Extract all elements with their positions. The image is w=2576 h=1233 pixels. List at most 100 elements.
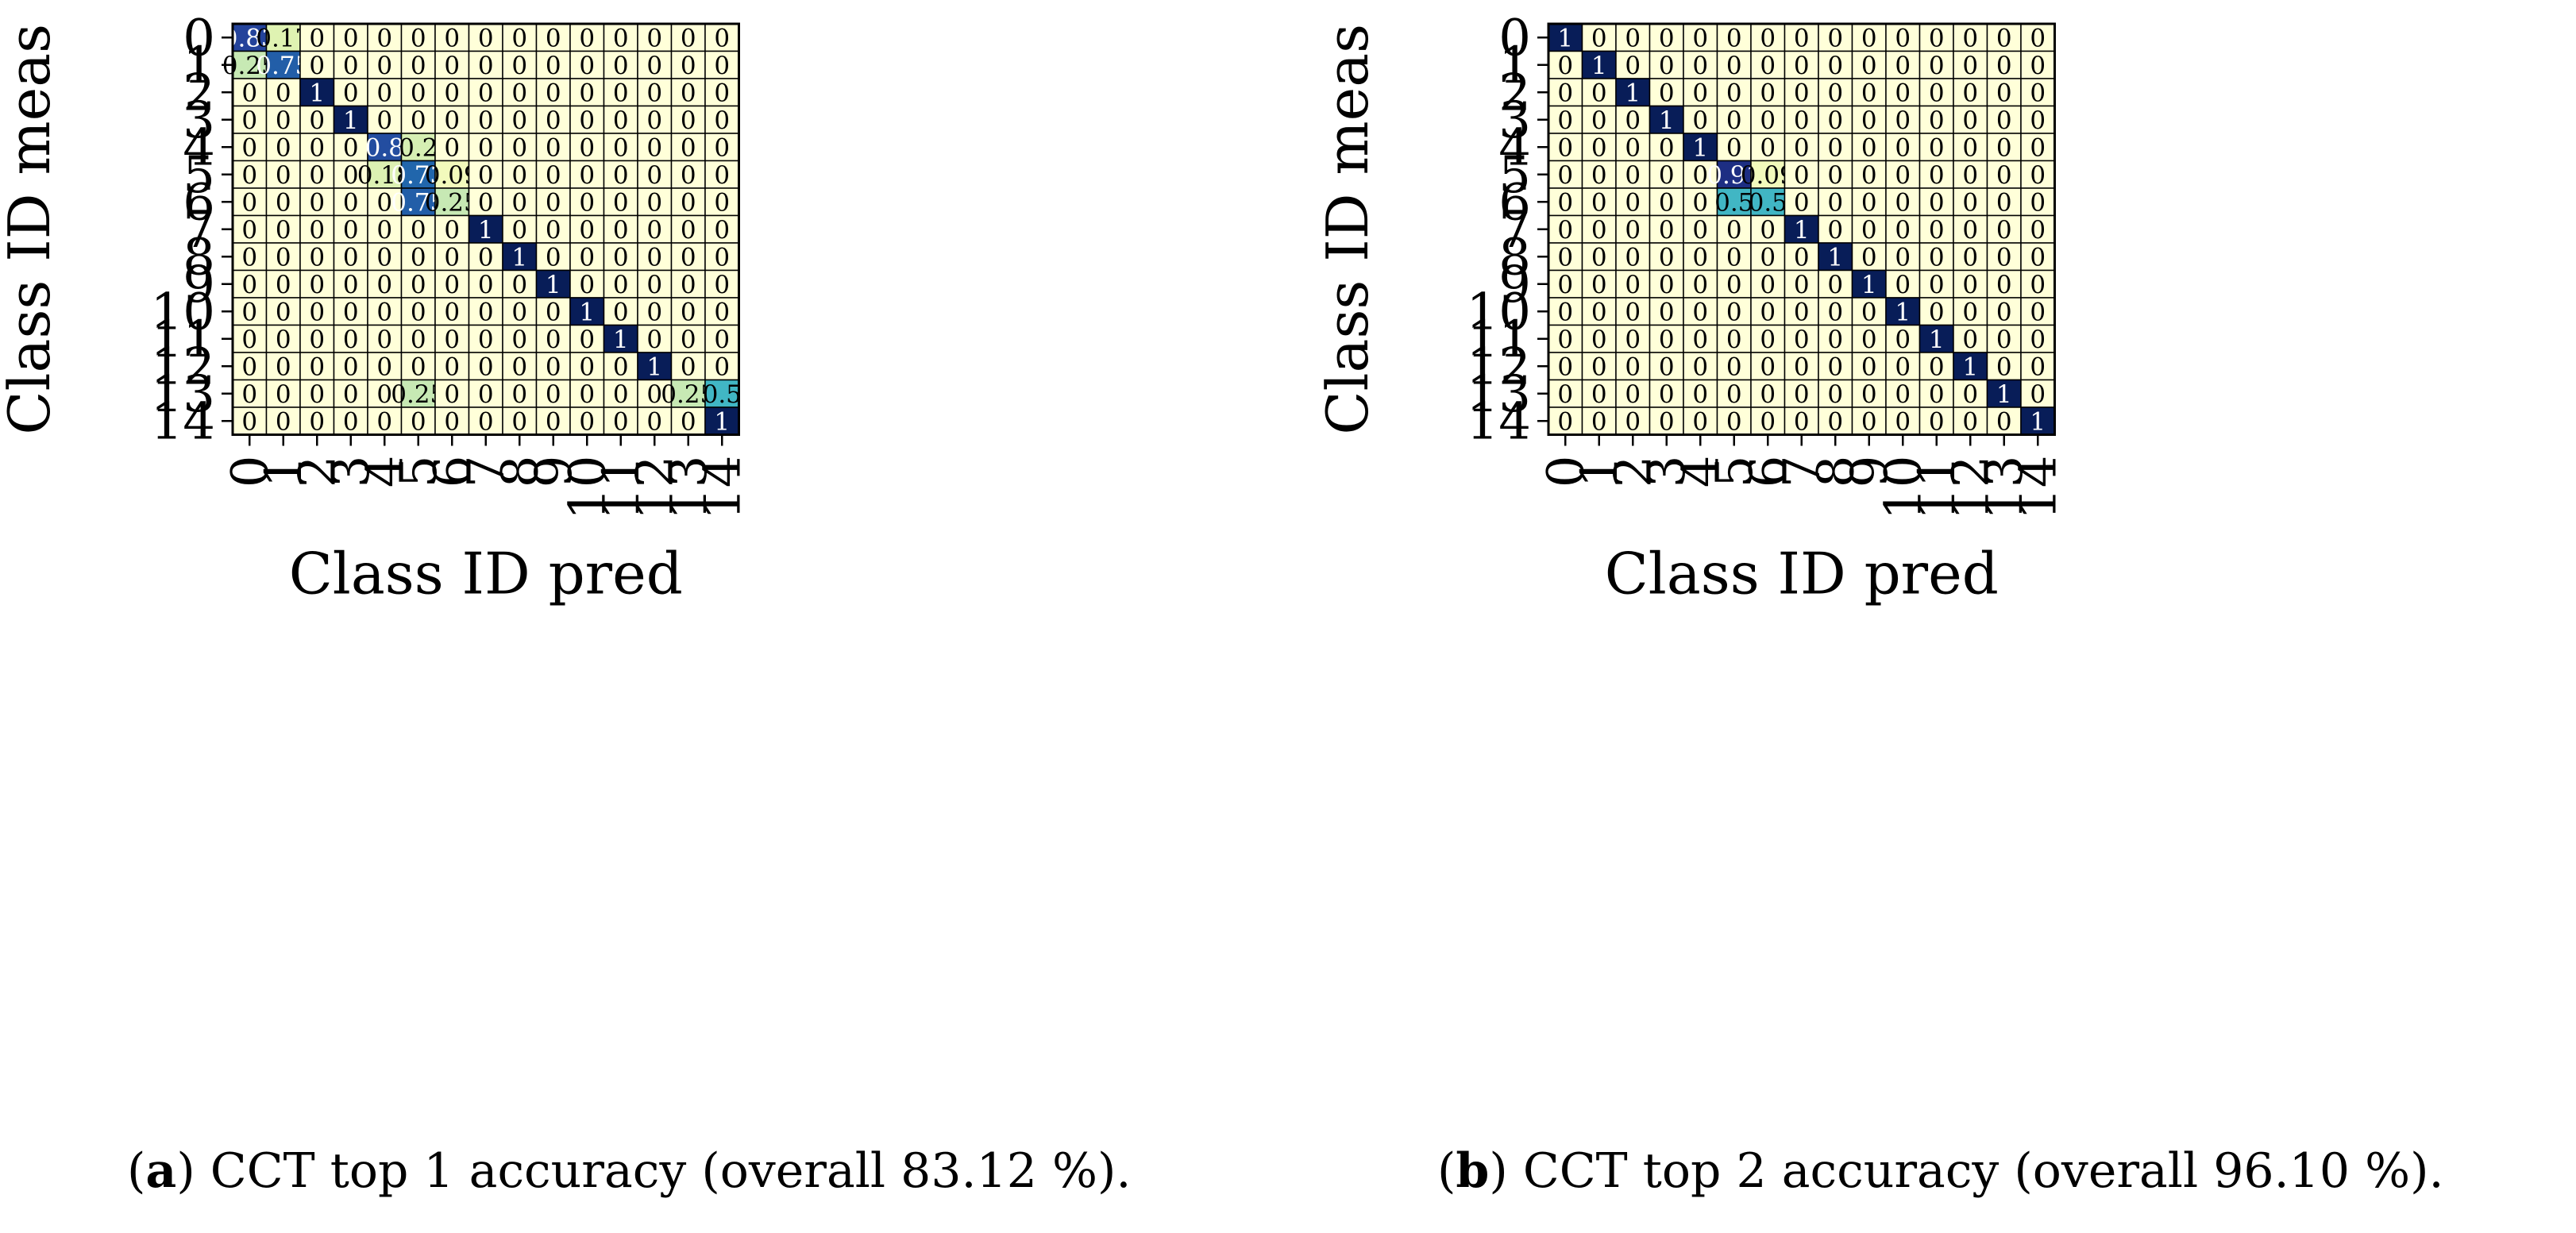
cell-value-label: 0 [714,161,730,190]
cell-value-label: 0 [579,133,595,162]
cell-value-label: 0 [444,407,460,436]
cell-value-label: 0 [411,24,426,52]
cell-value-label: 0 [1760,79,1776,107]
heatmap-cell [603,78,638,107]
cell-value-label: 0 [241,380,257,409]
heatmap-cell [367,297,403,326]
cell-value-label: 0 [646,188,662,217]
cell-value-label: 0 [579,161,595,190]
heatmap-cell [299,407,335,436]
x-tick-label: 11 [1908,456,1967,520]
x-tick-label: 2 [1604,456,1663,488]
cell-value-label: 0 [241,133,257,162]
cell-value-label: 0 [478,188,494,217]
cell-value-label: 0 [714,106,730,135]
cell-value-label: 0 [1827,353,1843,381]
cell-value-label: 0 [646,243,662,272]
heatmap-cell [637,105,673,134]
heatmap-cell [1986,78,2022,107]
x-tick-label: 10 [1874,456,1933,520]
cell-value-label: 0 [1794,188,1810,217]
x-tick-label: 7 [1773,456,1832,488]
heatmap-cell [1919,78,1954,107]
cell-value-label: 0 [1557,407,1573,436]
cell-value-label: 0 [546,106,561,135]
heatmap-cell [333,407,368,436]
heatmap-cell [603,242,638,272]
heatmap-cell [502,407,538,436]
cell-value-label: 0 [1557,106,1573,135]
cell-value-label: 0 [1861,407,1877,436]
heatmap-cell [1851,133,1887,162]
x-tick-label: 6 [1739,456,1798,488]
cell-value-label: 0 [478,380,494,409]
cell-value-label: 0 [241,188,257,217]
cell-value-label: 0 [646,79,662,107]
heatmap-cell [1885,379,1921,408]
cell-value-label: 0 [343,133,359,162]
cell-value-label: 0 [1962,271,1978,299]
heatmap-cell [1919,324,1954,353]
cell-value-label: 0 [1895,161,1911,190]
heatmap-cell [670,105,706,134]
heatmap-cell [1885,407,1921,436]
cell-value-label: 0 [546,216,561,245]
heatmap-cell [603,269,638,299]
x-tick-label: 4 [1672,456,1730,488]
heatmap-cell [569,352,605,381]
cell-value-label: 0 [1659,216,1675,245]
cell-value-label: 0 [1591,298,1607,326]
y-tick-label: 1 [1498,37,1531,95]
heatmap-cell [1784,352,1819,381]
heatmap-cell [704,133,740,162]
cell-value-label: 0 [1929,353,1945,381]
heatmap-cell [502,242,538,272]
heatmap-cell [670,187,706,217]
cell-value-label: 0 [1962,188,1978,217]
cell-value-label: 0 [241,298,257,326]
cell-value-label: 0 [1929,243,1945,272]
heatmap-cell [1986,105,2022,134]
y-tick-label: 2 [183,64,215,122]
heatmap-cell [468,242,503,272]
cell-value-label: 0 [1692,52,1708,80]
cell-value-label: 0 [511,52,527,80]
heatmap-cell [468,187,503,217]
cell-value-label: 0 [1760,243,1776,272]
cell-value-label: 0 [1827,24,1843,52]
cell-value-label: 0 [1996,353,2012,381]
cell-value-label: 0 [376,407,392,436]
cell-value-label: 0 [646,24,662,52]
heatmap-cell [1615,269,1651,299]
cell-value-label: 0 [1557,271,1573,299]
cell-value-label: 0 [1962,79,1978,107]
cell-value-label: 0 [1557,79,1573,107]
heatmap-cell [1885,23,1921,52]
heatmap-cell [434,105,470,134]
cell-value-label: 0 [309,188,325,217]
heatmap-cell [1649,324,1684,353]
heatmap-cell [1716,50,1752,79]
heatmap-cell [434,23,470,52]
cell-value-label: 0 [478,106,494,135]
heatmap-cell [400,407,436,436]
cell-value-label: 0 [1659,298,1675,326]
cell-value-label: 0 [444,298,460,326]
heatmap-cell [265,297,301,326]
cell-value-label: 1 [613,326,629,354]
x-tick-label: 0 [1537,456,1595,488]
heatmap-cell [1683,105,1718,134]
cell-value-label: 0 [1827,407,1843,436]
cell-value-label: 0 [1827,380,1843,409]
cell-value-label: 0 [1827,133,1843,162]
x-tick-label: 8 [1807,456,1865,488]
heatmap-cell [2020,133,2056,162]
cell-value-label: 0 [646,271,662,299]
x-axis-title: Class ID pred [289,541,683,607]
heatmap-cell [400,214,436,244]
cell-value-label: 0 [714,271,730,299]
y-tick-label: 11 [1467,310,1531,369]
cell-value-label: 0 [1962,243,1978,272]
cell-value-label: 0 [1591,407,1607,436]
cell-value-label: 1 [478,216,494,245]
